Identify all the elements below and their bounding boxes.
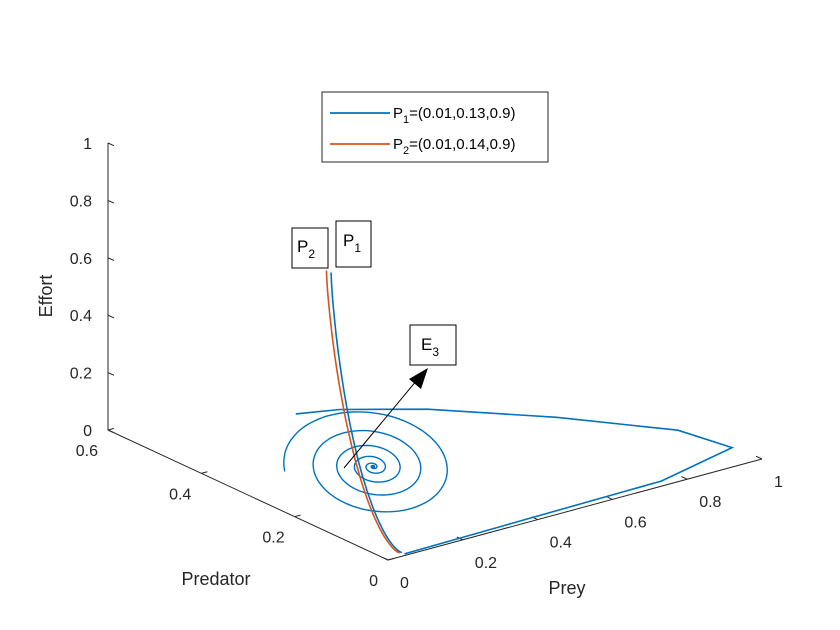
prey-tick-label: 0.4	[550, 535, 572, 552]
prey-tick-label: 0.6	[624, 514, 646, 531]
series-p1-trajectory-loop	[295, 408, 735, 555]
predator-tick-label: 0.2	[262, 530, 284, 547]
axes-frame	[107, 143, 763, 561]
arrow-line	[343, 379, 418, 469]
prey-tick-mark	[755, 455, 763, 460]
predator-axis-line	[107, 429, 389, 561]
series-p1-trajectory-initial	[330, 272, 403, 554]
effort-tick-label: 0.6	[70, 251, 92, 268]
legend-entry-p2: P2=(0.01,0.14,0.9)	[393, 136, 515, 157]
effort-tick-mark	[107, 257, 115, 261]
p2-point-label-text: P2	[297, 237, 315, 261]
effort-tick-mark	[107, 314, 115, 319]
prey-tick-label: 0.2	[475, 555, 497, 572]
prey-tick-label: 1	[774, 474, 783, 491]
prey-axis-line	[387, 458, 763, 561]
series-p2-trajectory	[325, 270, 400, 554]
predator-axis-label: Predator	[181, 569, 250, 589]
predator-tick-mark	[387, 557, 395, 561]
equilibrium-label-box	[409, 324, 457, 366]
effort-tick-mark	[107, 429, 115, 434]
trajectories	[283, 270, 735, 555]
equilibrium-label: E3	[409, 324, 457, 366]
p1-point-label: P1	[335, 220, 372, 268]
effort-axis-label: Effort	[36, 275, 56, 318]
prey-tick-mark	[680, 475, 688, 480]
p2-point-label-box	[291, 227, 329, 269]
legend-box	[321, 91, 549, 163]
predator-ticks: 0 0.2 0.4 0.6	[76, 427, 395, 590]
predator-tick-mark	[294, 514, 301, 518]
effort-tick-mark	[107, 372, 115, 376]
arrow-head	[409, 368, 428, 389]
predator-tick-mark	[201, 471, 208, 474]
prey-ticks: 0 0.2 0.4 0.6 0.8 1	[381, 455, 783, 592]
series-p1-trajectory-spiral	[283, 411, 448, 513]
prey-tick-label: 0	[400, 575, 409, 592]
effort-tick-label: 1	[83, 136, 92, 153]
effort-ticks: 0 0.2 0.4 0.6 0.8 1	[70, 136, 115, 440]
effort-tick-mark	[107, 199, 115, 204]
prey-tick-mark	[381, 556, 389, 561]
p1-point-label-box	[335, 220, 372, 268]
effort-tick-mark	[107, 142, 115, 147]
predator-tick-mark	[107, 427, 115, 431]
effort-tick-label: 0	[83, 423, 92, 440]
predator-tick-label: 0.6	[76, 443, 98, 460]
equilibrium-arrow	[343, 368, 428, 469]
legend-entry-p1: P1=(0.01,0.13,0.9)	[393, 105, 515, 126]
p1-point-label-text: P1	[343, 231, 361, 255]
predator-tick-label: 0	[369, 573, 378, 590]
legend: P1=(0.01,0.13,0.9) P2=(0.01,0.14,0.9)	[321, 91, 549, 163]
predator-tick-label: 0.4	[169, 486, 191, 503]
equilibrium-label-text: E3	[421, 335, 439, 359]
equilibrium-point	[371, 464, 376, 469]
effort-tick-label: 0.8	[70, 193, 92, 210]
prey-tick-label: 0.8	[699, 494, 721, 511]
p2-point-label: P2	[291, 227, 329, 269]
effort-tick-label: 0.4	[70, 308, 92, 325]
effort-tick-label: 0.2	[70, 366, 92, 383]
prey-axis-label: Prey	[548, 578, 585, 598]
